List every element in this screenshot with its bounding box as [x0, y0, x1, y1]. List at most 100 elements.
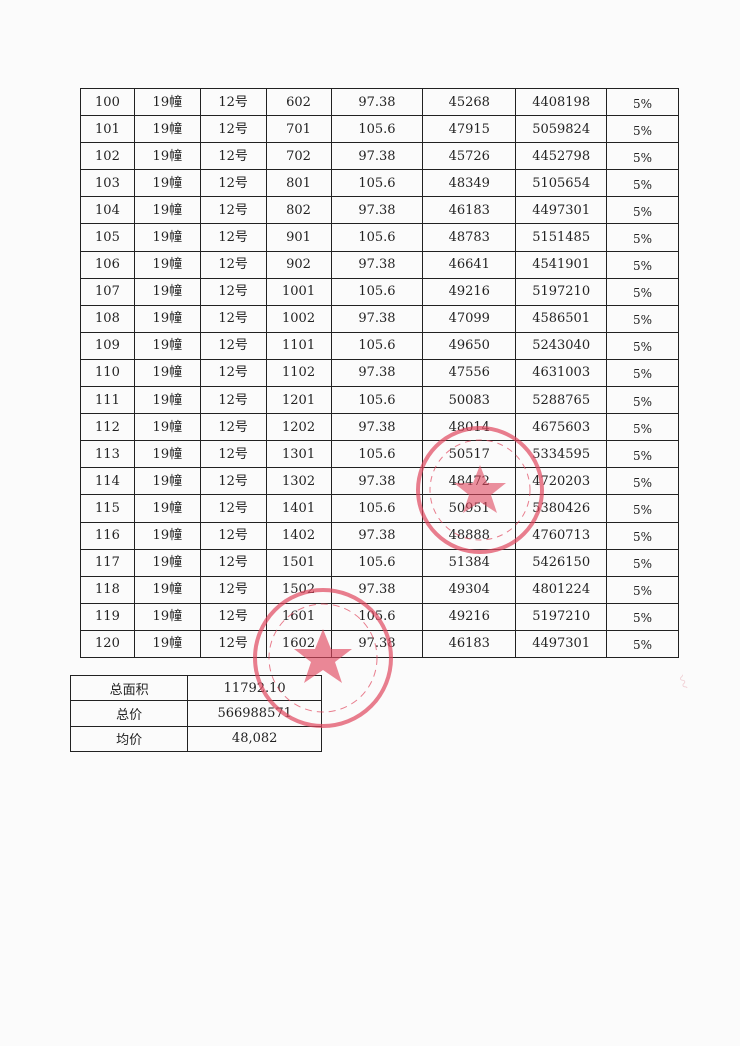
cell-building: 19幢 — [133, 521, 201, 550]
cell-discount: 5% — [606, 467, 679, 496]
cell-row-number: 120 — [80, 629, 135, 658]
cell-unit: 12号 — [199, 304, 267, 333]
cell-total-price: 5288765 — [515, 386, 608, 415]
cell-unit-price: 48888 — [422, 521, 517, 550]
cell-row-number: 102 — [80, 142, 135, 171]
cell-unit-price: 48472 — [422, 467, 517, 496]
cell-row-number: 117 — [80, 548, 135, 577]
cell-room: 1201 — [265, 386, 332, 415]
cell-room: 1002 — [265, 304, 332, 333]
cell-total-price: 4675603 — [515, 413, 608, 442]
table-row: 111 19幢 12号 1201 105.6 50083 5288765 5% — [80, 386, 679, 415]
summary-value: 566988571 — [187, 700, 322, 727]
cell-area: 97.38 — [330, 629, 424, 658]
cell-room: 801 — [265, 169, 332, 198]
cell-discount: 5% — [606, 304, 679, 333]
cell-area: 97.38 — [330, 87, 424, 117]
cell-unit-price: 49304 — [422, 575, 517, 604]
cell-total-price: 4720203 — [515, 467, 608, 496]
cell-building: 19幢 — [133, 304, 201, 333]
summary-row-total-area: 总面积 11792.10 — [69, 674, 322, 702]
summary-table: 总面积 11792.10 总价 566988571 均价 48,082 — [69, 674, 322, 753]
cell-total-price: 5243040 — [515, 331, 608, 360]
cell-discount: 5% — [606, 575, 679, 604]
cell-unit-price: 46183 — [422, 629, 517, 658]
cell-building: 19幢 — [133, 142, 201, 171]
cell-unit-price: 47099 — [422, 304, 517, 333]
cell-area: 97.38 — [330, 575, 424, 604]
cell-unit: 12号 — [199, 223, 267, 252]
cell-room: 1202 — [265, 413, 332, 442]
cell-building: 19幢 — [133, 440, 201, 469]
faint-mark: 〰 — [672, 673, 692, 692]
cell-area: 105.6 — [330, 602, 424, 631]
cell-area: 105.6 — [330, 223, 424, 252]
cell-building: 19幢 — [133, 575, 201, 604]
cell-discount: 5% — [606, 277, 679, 306]
table-row: 116 19幢 12号 1402 97.38 48888 4760713 5% — [80, 521, 679, 550]
cell-unit: 12号 — [199, 575, 267, 604]
cell-room: 1601 — [265, 602, 332, 631]
cell-building: 19幢 — [133, 196, 201, 225]
cell-building: 19幢 — [133, 467, 201, 496]
cell-building: 19幢 — [133, 413, 201, 442]
cell-unit-price: 47556 — [422, 358, 517, 388]
cell-row-number: 113 — [80, 440, 135, 469]
cell-unit-price: 45726 — [422, 142, 517, 171]
table-row: 106 19幢 12号 902 97.38 46641 4541901 5% — [80, 250, 679, 279]
cell-building: 19幢 — [133, 494, 201, 523]
cell-discount: 5% — [606, 250, 679, 279]
cell-area: 105.6 — [330, 548, 424, 577]
cell-total-price: 4497301 — [515, 629, 608, 658]
cell-row-number: 107 — [80, 277, 135, 306]
cell-discount: 5% — [606, 196, 679, 225]
table-row: 104 19幢 12号 802 97.38 46183 4497301 5% — [80, 196, 679, 225]
cell-area: 105.6 — [330, 115, 424, 144]
cell-room: 1101 — [265, 331, 332, 360]
cell-unit-price: 48014 — [422, 413, 517, 442]
cell-total-price: 4586501 — [515, 304, 608, 333]
cell-unit: 12号 — [199, 548, 267, 577]
cell-total-price: 5151485 — [515, 223, 608, 252]
cell-area: 97.38 — [330, 521, 424, 550]
cell-building: 19幢 — [133, 331, 201, 360]
cell-row-number: 106 — [80, 250, 135, 279]
cell-unit: 12号 — [199, 467, 267, 496]
cell-total-price: 4801224 — [515, 575, 608, 604]
cell-unit-price: 46183 — [422, 196, 517, 225]
cell-discount: 5% — [606, 629, 679, 658]
cell-room: 1401 — [265, 494, 332, 523]
cell-total-price: 4497301 — [515, 196, 608, 225]
cell-row-number: 112 — [80, 413, 135, 442]
summary-label: 总面积 — [69, 674, 189, 702]
table-row: 103 19幢 12号 801 105.6 48349 5105654 5% — [80, 169, 679, 198]
cell-unit: 12号 — [199, 142, 267, 171]
summary-label: 总价 — [69, 700, 189, 727]
cell-row-number: 101 — [80, 115, 135, 144]
cell-discount: 5% — [606, 494, 679, 523]
cell-room: 1102 — [265, 358, 332, 388]
cell-area: 97.38 — [330, 142, 424, 171]
cell-row-number: 100 — [80, 87, 135, 117]
price-list-table: 100 19幢 12号 602 97.38 45268 4408198 5% 101 19幢 12号… — [80, 87, 679, 658]
cell-room: 702 — [265, 142, 332, 171]
cell-unit-price: 50517 — [422, 440, 517, 469]
cell-total-price: 5059824 — [515, 115, 608, 144]
cell-room: 1602 — [265, 629, 332, 658]
cell-unit: 12号 — [199, 440, 267, 469]
cell-discount: 5% — [606, 386, 679, 415]
summary-value: 11792.10 — [187, 674, 322, 702]
cell-unit-price: 49216 — [422, 602, 517, 631]
cell-unit-price: 49650 — [422, 331, 517, 360]
table-row: 120 19幢 12号 1602 97.38 46183 4497301 5% — [80, 629, 679, 658]
cell-discount: 5% — [606, 87, 679, 117]
cell-area: 105.6 — [330, 440, 424, 469]
table-row: 112 19幢 12号 1202 97.38 48014 4675603 5% — [80, 413, 679, 442]
table-row: 114 19幢 12号 1302 97.38 48472 4720203 5% — [80, 467, 679, 496]
cell-total-price: 4631003 — [515, 358, 608, 388]
cell-total-price: 5105654 — [515, 169, 608, 198]
cell-unit-price: 46641 — [422, 250, 517, 279]
cell-total-price: 4541901 — [515, 250, 608, 279]
cell-room: 901 — [265, 223, 332, 252]
cell-total-price: 4408198 — [515, 87, 608, 117]
